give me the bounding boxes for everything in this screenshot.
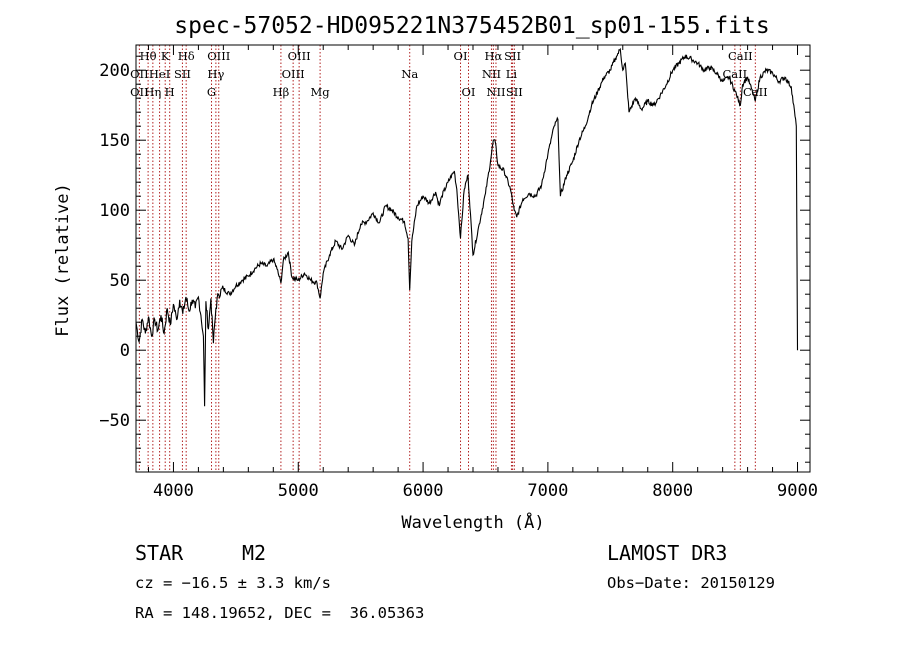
emission-line-markers [138,45,756,472]
y-tick-label: 200 [99,61,130,81]
line-label: OI [462,85,476,99]
line-label: NII [486,85,505,99]
x-axis-label: Wavelength (Å) [401,511,544,533]
line-label: Hη [144,85,161,99]
line-label: Mg [311,85,331,99]
x-tick-label: 6000 [403,481,444,501]
line-label: K [161,49,170,63]
y-axis-ticks: −50 0 50 100 150 200 [99,55,810,463]
x-tick-label: 7000 [527,481,568,501]
y-tick-label: 50 [110,271,130,291]
line-label: Na [401,67,418,81]
line-label: SII [174,67,191,81]
x-tick-label: 8000 [652,481,693,501]
survey-name: LAMOST DR3 [607,541,728,565]
line-label: CaII [728,49,753,63]
line-label: Hθ [140,49,157,63]
y-tick-label: −50 [99,411,130,431]
line-label: SII [504,49,521,63]
object-subclass: M2 [242,541,267,565]
spectrum-line [135,47,799,407]
line-label: OII [130,85,149,99]
y-tick-label: 150 [99,131,130,151]
object-class: STAR [135,541,184,565]
plot-frame [135,44,811,473]
x-tick-label: 9000 [777,481,818,501]
line-label: OIII [207,49,230,63]
line-label: HeI [149,67,170,81]
observation-date: Obs−Date: 20150129 [607,574,775,592]
y-axis-label: Flux (relative) [53,183,73,337]
redshift-velocity: cz = −16.5 ± 3.3 km/s [135,574,331,592]
line-label: Hβ [273,85,290,99]
line-label: CaII [743,85,768,99]
chart-title: spec-57052-HD095221N375452B01_sp01-155.f… [174,13,769,39]
line-label: Li [506,67,518,81]
y-tick-label: 0 [120,341,130,361]
x-tick-label: 4000 [153,481,194,501]
y-tick-label: 100 [99,201,130,221]
line-label: Hδ [178,49,195,63]
line-label: OIII [288,49,311,63]
line-label: OIII [282,67,305,81]
x-axis-ticks: 4000 5000 6000 7000 8000 9000 [147,45,818,501]
line-label: G [207,85,216,99]
line-label: NII [482,67,501,81]
line-label: CaII [722,67,747,81]
x-tick-label: 5000 [278,481,319,501]
line-label: H [165,85,175,99]
coordinates: RA = 148.19652, DEC = 36.05363 [135,604,425,622]
line-label: Hγ [207,67,224,81]
line-label: OI [454,49,468,63]
line-label: SII [506,85,523,99]
line-label: Hα [484,49,502,63]
emission-line-labels: OII OII Hθ Hη K HeI H SII Hδ OIII Hγ G Hβ OIII OIII Mg N… [130,49,768,99]
line-label: OII [130,67,149,81]
